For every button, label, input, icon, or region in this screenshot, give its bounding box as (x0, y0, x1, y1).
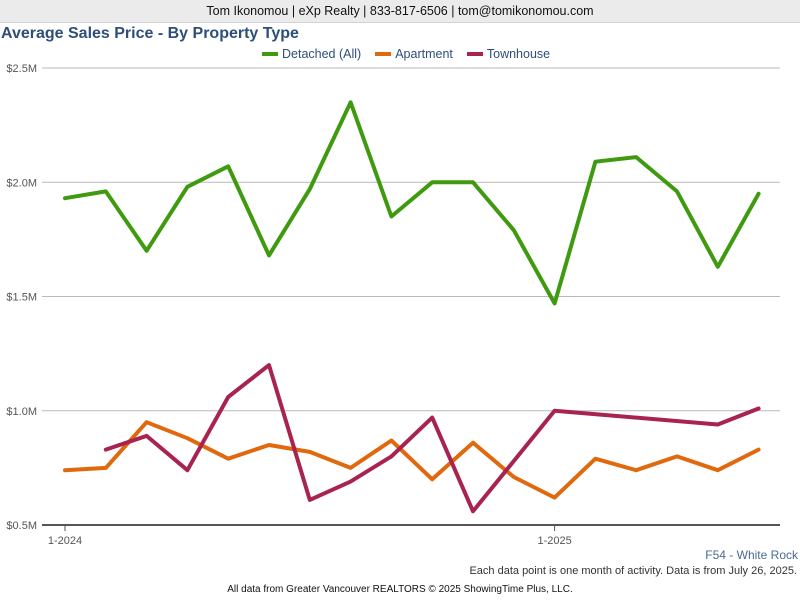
region-label: F54 - White Rock (705, 548, 798, 562)
agent-contact-text: Tom Ikonomou | eXp Realty | 833-817-6506… (206, 4, 594, 18)
x-tick-label: 1-2024 (48, 535, 82, 547)
y-tick-label: $2.5M (6, 63, 37, 75)
legend-item-apartment[interactable]: Apartment (375, 47, 453, 61)
legend-item-detached[interactable]: Detached (All) (262, 47, 361, 61)
series-line-townhouse (103, 363, 761, 514)
legend-swatch-apartment (375, 52, 392, 56)
y-tick-label: $1.5M (6, 292, 37, 304)
chart-legend: Detached (All) Apartment Townhouse (262, 46, 564, 62)
y-tick-label: $0.5M (6, 520, 37, 532)
data-credit: All data from Greater Vancouver REALTORS… (227, 584, 573, 595)
y-tick-label: $2.0M (6, 177, 37, 189)
legend-item-townhouse[interactable]: Townhouse (466, 47, 551, 61)
agent-contact-banner: Tom Ikonomou | eXp Realty | 833-817-6506… (0, 0, 800, 23)
series-line-apartment (63, 420, 761, 500)
legend-swatch-detached (262, 52, 278, 56)
legend-label-townhouse: Townhouse (486, 47, 551, 61)
y-tick-label: $1.0M (6, 406, 37, 418)
data-note: Each data point is one month of activity… (469, 565, 797, 577)
x-tick-label: 1-2025 (537, 535, 571, 547)
legend-label-detached: Detached (All) (282, 47, 362, 61)
legend-swatch-townhouse (466, 52, 483, 56)
series-line-detached-all (63, 100, 761, 306)
chart-title: Average Sales Price - By Property Type (1, 25, 299, 42)
legend-label-apartment: Apartment (395, 47, 453, 61)
